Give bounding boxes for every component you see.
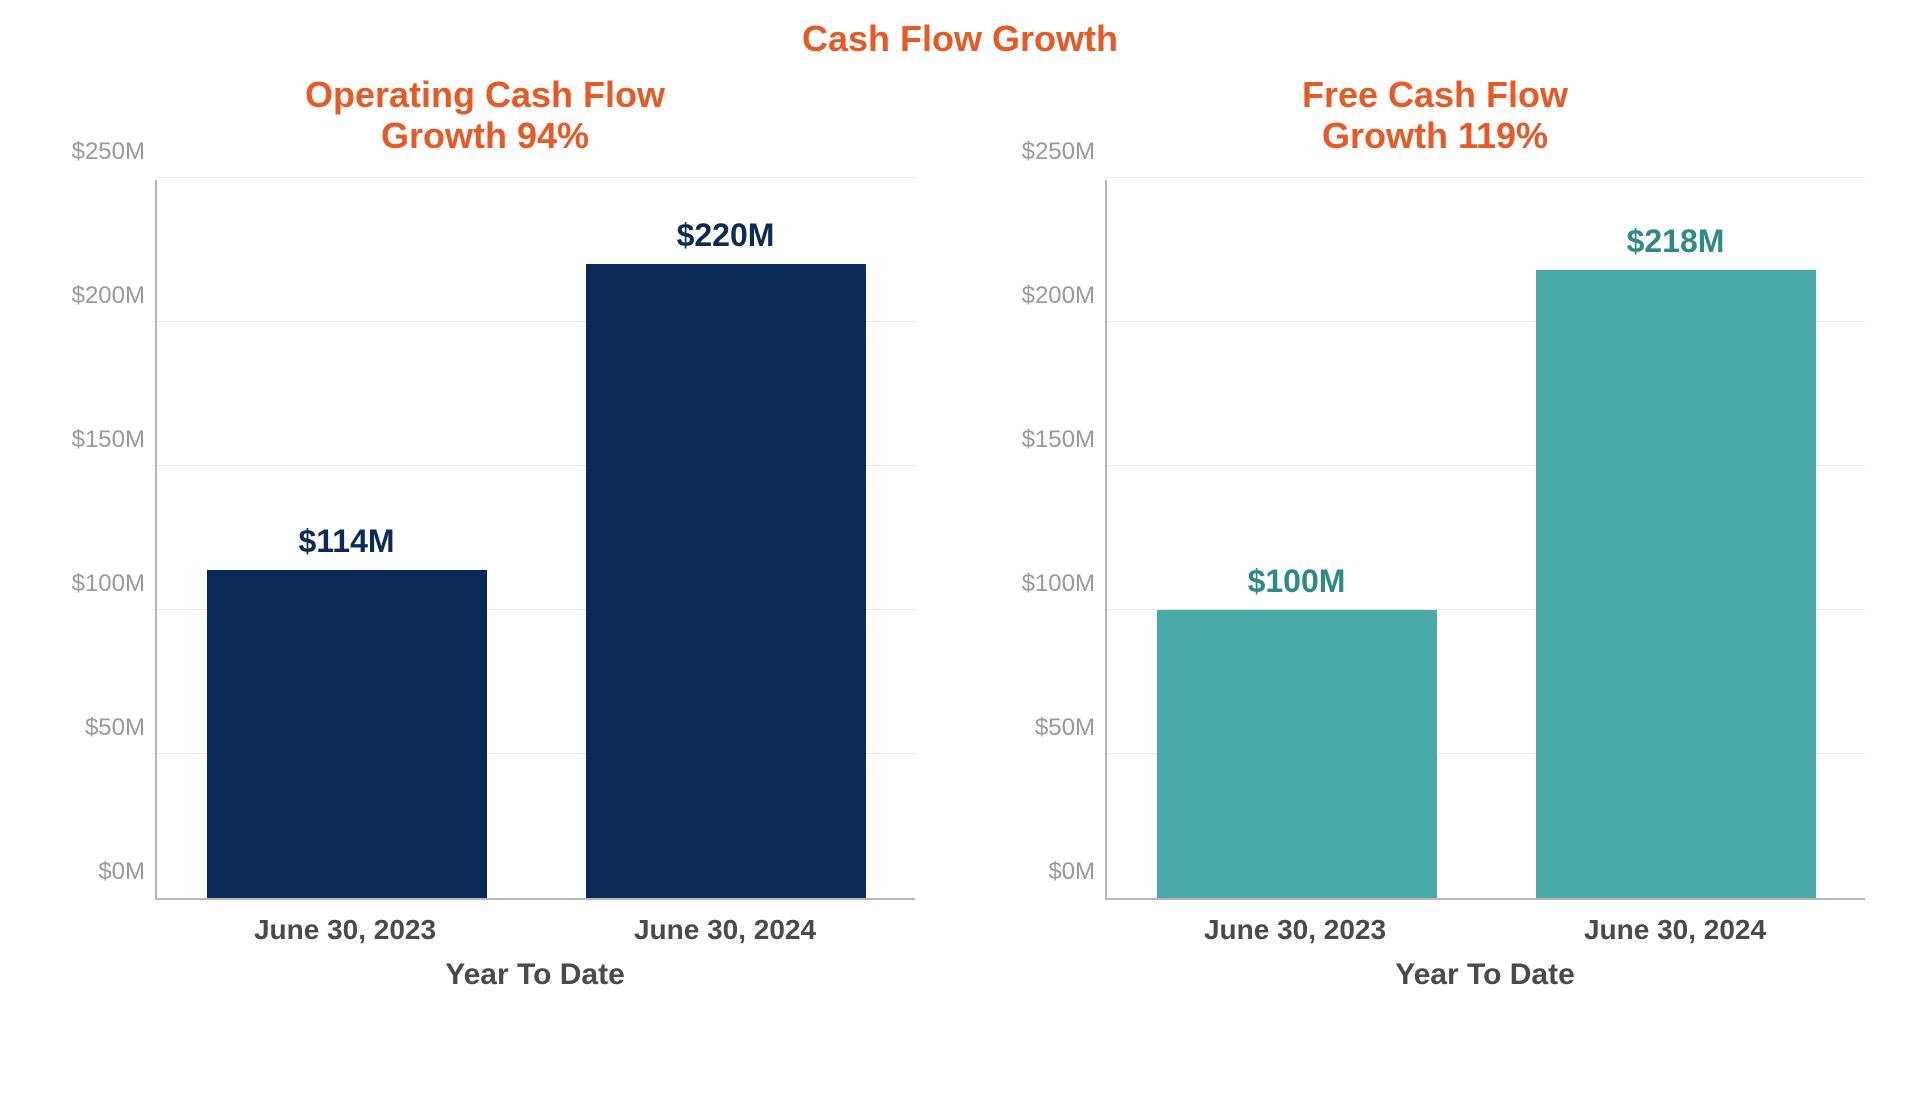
y-tick-label: $0M [98,858,145,886]
chart-subtitle-line2: Growth 94% [305,115,665,156]
bar-value-label: $114M [298,523,394,560]
chart-subtitle-line2: Growth 119% [1302,115,1568,156]
bar-slot: $220M [586,180,866,898]
chart-subtitle-line1: Free Cash Flow [1302,74,1568,115]
bar [1157,610,1437,898]
x-axis: June 30, 2023 June 30, 2024 [155,914,915,946]
bar [1536,270,1816,898]
bar-slot: $100M [1157,180,1437,898]
bar [207,570,487,898]
x-tick-label: June 30, 2024 [1535,914,1815,946]
bar-slot: $218M [1536,180,1816,898]
x-axis-title: Year To Date [155,958,915,992]
chart-area: $0M$50M$100M$150M$200M$250M $100M$218M [1005,180,1865,900]
chart-subtitle: Free Cash Flow Growth 119% [1302,70,1568,160]
x-tick-label: June 30, 2023 [205,914,485,946]
y-tick-label: $200M [1022,282,1095,310]
bar [586,264,866,898]
y-tick-label: $0M [1048,858,1095,886]
gridline [157,177,915,178]
chart-subtitle: Operating Cash Flow Growth 94% [305,70,665,160]
x-axis-title: Year To Date [1105,958,1865,992]
gridline [1107,177,1865,178]
y-tick-label: $50M [1035,714,1095,742]
chart-subtitle-line1: Operating Cash Flow [305,74,665,115]
chart-area: $0M$50M$100M$150M$200M$250M $114M$220M [55,180,915,900]
x-axis: June 30, 2023 June 30, 2024 [1105,914,1865,946]
chart-operating-cash-flow: Operating Cash Flow Growth 94% $0M $50M $1… [35,70,935,992]
y-tick-label: $100M [1022,570,1095,598]
page: Cash Flow Growth Operating Cash Flow Gro… [0,0,1920,1118]
y-tick-label: $50M [85,714,145,742]
y-tick-label: $250M [1022,138,1095,166]
y-tick-label: $100M [72,570,145,598]
bars-container: $100M $218M [1107,180,1865,898]
bar-slot: $114M [207,180,487,898]
page-title: Cash Flow Growth [0,0,1920,60]
y-tick-label: $150M [1022,426,1095,454]
charts-row: Operating Cash Flow Growth 94% $0M $50M $1… [0,70,1920,992]
bars-container: $114M $220M [157,180,915,898]
chart-free-cash-flow: Free Cash Flow Growth 119% $0M$50M$100M$… [985,70,1885,992]
plot-area: $100M $218M [1105,180,1865,900]
y-axis: $0M$50M$100M$150M$200M$250M [1005,180,1105,900]
y-tick-label: $200M [72,282,145,310]
bar-value-label: $218M [1627,223,1725,260]
plot-area: $114M $220M [155,180,915,900]
x-tick-label: June 30, 2023 [1155,914,1435,946]
bar-value-label: $100M [1248,563,1346,600]
x-tick-label: June 30, 2024 [585,914,865,946]
y-tick-label: $250M [72,138,145,166]
bar-value-label: $220M [677,217,775,254]
y-axis: $0M$50M$100M$150M$200M$250M [55,180,155,900]
y-tick-label: $150M [72,426,145,454]
